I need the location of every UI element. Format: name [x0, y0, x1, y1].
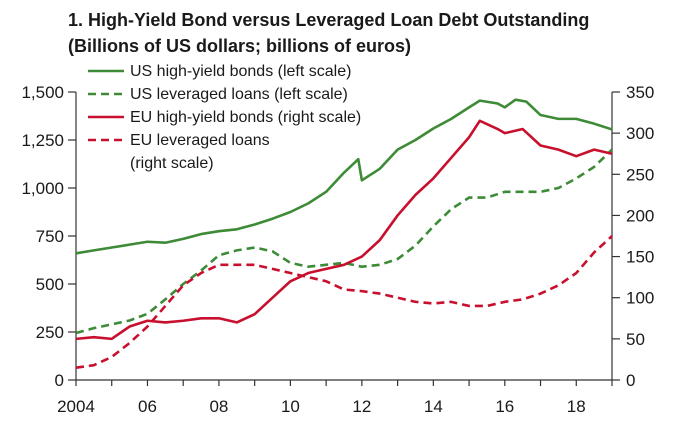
right-tick-label: 50 — [626, 330, 645, 349]
right-tick-label: 300 — [626, 124, 654, 143]
legend-label: EU high-yield bonds (right scale) — [130, 109, 361, 126]
x-tick-label: 10 — [281, 397, 300, 416]
right-tick-label: 350 — [626, 83, 654, 102]
legend: US high-yield bonds (left scale) US lever… — [88, 63, 361, 172]
left-tick-label: 1,250 — [21, 131, 64, 150]
x-tick-label: 14 — [424, 397, 443, 416]
x-tick-label: 16 — [495, 397, 514, 416]
x-tick-label: 12 — [352, 397, 371, 416]
left-axis-ticks: 0 250 500 750 1,000 1,250 1,500 — [21, 83, 76, 390]
series-line-3 — [75, 119, 613, 341]
left-tick-label: 250 — [36, 323, 64, 342]
x-tick-label: 18 — [567, 397, 586, 416]
legend-label: US leveraged loans (left scale) — [130, 86, 348, 103]
x-tick-label: 2004 — [57, 397, 95, 416]
legend-label: EU leveraged loans — [130, 132, 270, 149]
series-line-1 — [75, 98, 613, 255]
left-tick-label: 0 — [55, 371, 64, 390]
x-tick-label: 08 — [209, 397, 228, 416]
series-lines — [75, 98, 613, 369]
chart-title: 1. High-Yield Bond versus Leveraged Loan… — [68, 10, 589, 30]
x-tick-label: 06 — [138, 397, 157, 416]
right-tick-label: 250 — [626, 165, 654, 184]
legend-label-continued: (right scale) — [130, 155, 214, 172]
right-tick-label: 150 — [626, 248, 654, 267]
right-tick-label: 200 — [626, 206, 654, 225]
right-tick-label: 100 — [626, 289, 654, 308]
legend-label: US high-yield bonds (left scale) — [130, 63, 351, 80]
left-tick-label: 750 — [36, 227, 64, 246]
chart-subtitle: (Billions of US dollars; billions of eur… — [68, 36, 411, 56]
x-axis-ticks: 2004 06 08 10 12 14 16 18 — [57, 380, 613, 416]
series-line-4 — [75, 235, 613, 369]
right-axis-ticks: 0 50 100 150 200 250 300 350 — [612, 83, 654, 390]
right-tick-label: 0 — [626, 371, 635, 390]
series-line-2 — [75, 148, 613, 335]
left-tick-label: 500 — [36, 275, 64, 294]
left-tick-label: 1,500 — [21, 83, 64, 102]
left-tick-label: 1,000 — [21, 179, 64, 198]
